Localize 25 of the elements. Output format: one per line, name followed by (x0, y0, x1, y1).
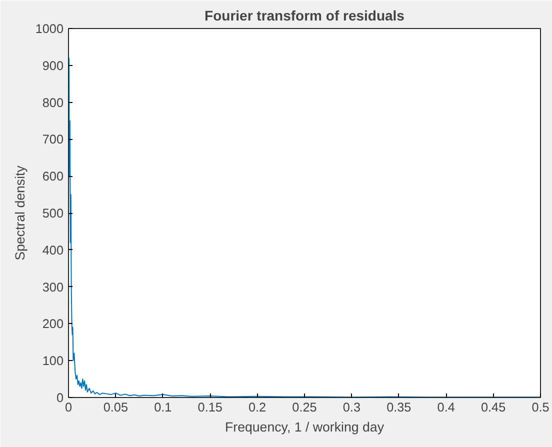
x-tick-label: 0.05 (103, 400, 128, 414)
y-tick-label: 200 (42, 317, 64, 332)
x-tick-label: 0.2 (248, 400, 266, 414)
x-tick-label: 0.1 (154, 400, 172, 414)
y-tick-label: 300 (42, 280, 64, 294)
x-tick-label: 0.15 (198, 400, 222, 414)
x-tick-label: 0.4 (437, 400, 455, 414)
x-tick-label: 0.45 (480, 400, 506, 414)
y-axis-title: Spectral density (12, 165, 28, 260)
y-tick-label: 1000 (35, 22, 64, 36)
x-axis-title: Frequency, 1 / working day (224, 420, 384, 434)
x-tick-label: 0.5 (532, 400, 550, 414)
x-tick-label: 0.35 (386, 400, 412, 414)
x-tick-label: 0 (64, 400, 72, 414)
chart-title: Fourier transform of residuals (204, 8, 405, 24)
y-tick-label: 800 (42, 96, 64, 110)
x-tick-label: 0.25 (292, 400, 317, 414)
y-tick-label: 400 (42, 243, 64, 258)
y-tick-label: 700 (42, 132, 64, 147)
y-tick-label: 100 (42, 354, 64, 368)
x-tick-label: 0.3 (342, 400, 361, 414)
y-tick-label: 500 (42, 206, 64, 220)
y-tick-label: 600 (42, 170, 64, 184)
y-tick-label: 0 (56, 391, 64, 405)
y-tick-label: 900 (42, 58, 64, 73)
